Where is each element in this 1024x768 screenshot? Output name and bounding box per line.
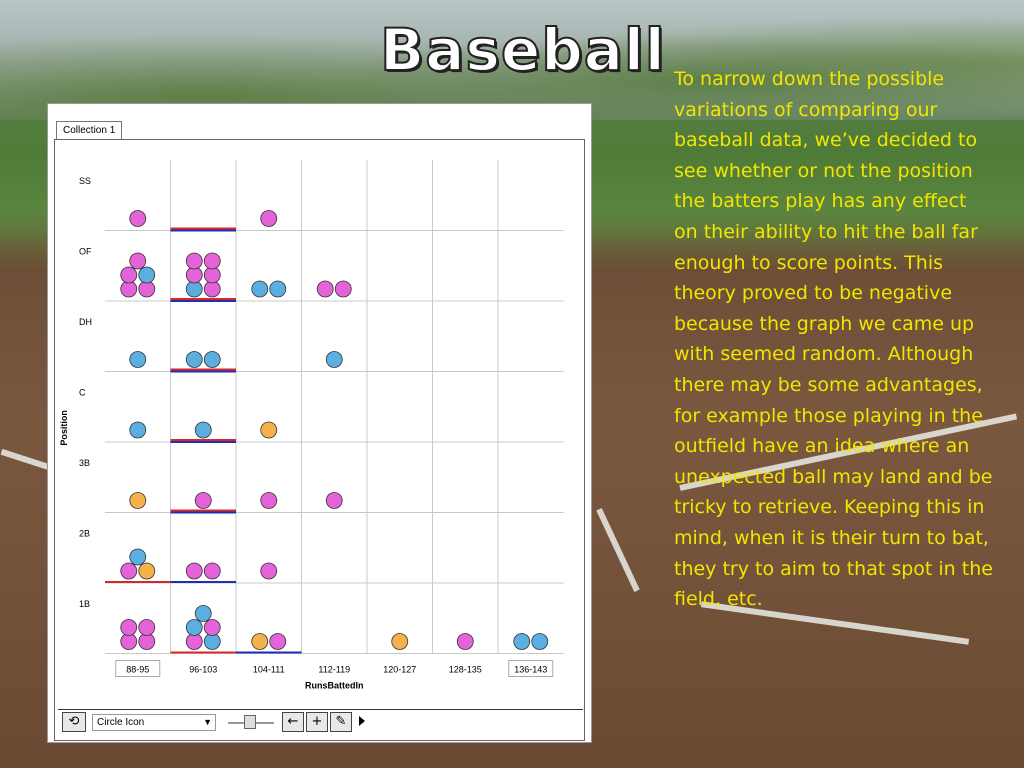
y-tick-label: OF [79, 247, 92, 257]
data-point [194, 605, 212, 622]
arrow-left-icon: ← [287, 714, 299, 729]
data-point [194, 421, 212, 439]
data-point [260, 421, 278, 439]
data-point [120, 619, 138, 636]
slide-title: Baseball [379, 15, 666, 85]
data-point [203, 562, 221, 580]
data-point [531, 633, 549, 650]
data-point [391, 633, 409, 650]
batters-box-line [596, 507, 640, 593]
rescale-icon: ⟲ [68, 714, 80, 729]
data-point [316, 280, 334, 298]
data-point [456, 633, 474, 650]
play-icon[interactable] [359, 716, 365, 726]
data-point [251, 633, 269, 650]
data-point [129, 351, 147, 368]
x-tick-label: 128-135 [449, 665, 482, 675]
rescale-button[interactable]: ⟲ [62, 712, 86, 732]
display-select[interactable]: Circle Icon ▼ [92, 714, 216, 731]
data-point [138, 266, 156, 284]
data-point [185, 252, 203, 270]
collection-tab[interactable]: Collection 1 [56, 121, 123, 140]
slide-description: To narrow down the possible variations o… [674, 68, 993, 611]
data-point [203, 351, 221, 368]
pencil-button[interactable]: ✎ [330, 712, 352, 732]
data-point [194, 492, 212, 509]
y-tick-label: 1B [79, 599, 90, 609]
graph-toolbar: ⟲ Circle Icon ▼ ← + ✎ [58, 709, 583, 736]
graph-frame: SS OF DH C 3B 2B 1B Position 88-95 96-103 104-111 1… [54, 139, 585, 741]
pencil-icon: ✎ [335, 714, 347, 729]
x-tick-label: 104-111 [253, 665, 285, 675]
data-point [138, 562, 156, 580]
data-point [251, 280, 269, 298]
data-point [120, 562, 138, 580]
data-point [185, 351, 203, 368]
data-point [138, 633, 156, 650]
data-point [120, 266, 138, 284]
data-point [325, 492, 343, 509]
data-point [325, 351, 343, 368]
data-point [203, 619, 221, 636]
data-point [269, 633, 287, 650]
data-point [129, 421, 147, 439]
data-point [129, 492, 147, 509]
x-tick-label: 136-143 [514, 665, 547, 675]
data-point [120, 633, 138, 650]
data-point [260, 562, 278, 580]
data-point [129, 548, 147, 566]
data-point [260, 210, 278, 227]
slider-thumb[interactable] [244, 715, 256, 729]
x-tick-label-box [115, 660, 161, 677]
data-point [203, 633, 221, 650]
move-button[interactable]: + [306, 712, 328, 732]
y-tick-label: 2B [79, 529, 90, 539]
x-tick-label: 112-119 [318, 665, 350, 675]
plus-icon: + [311, 714, 323, 729]
y-axis-label: Position [59, 410, 69, 446]
data-point [334, 280, 352, 298]
data-point [260, 492, 278, 509]
data-point [185, 633, 203, 650]
x-tick-label: 120-127 [383, 665, 416, 675]
x-tick-label-box [508, 660, 554, 677]
data-point [129, 210, 147, 227]
data-point [129, 252, 147, 270]
dot-plot: SS OF DH C 3B 2B 1B Position 88-95 96-103 104-111 1… [59, 160, 564, 691]
y-tick-label: DH [79, 317, 92, 327]
y-tick-label: SS [79, 176, 91, 186]
data-point [513, 633, 531, 650]
x-tick-label: 96-103 [189, 665, 217, 675]
fathom-graph-window: Collection 1 SS OF DH C 3B 2B 1B Position 88-95 9… [47, 103, 592, 743]
display-select-value: Circle Icon [97, 717, 145, 728]
x-tick-label: 88-95 [126, 665, 149, 675]
data-point [203, 252, 221, 270]
chevron-down-icon: ▼ [203, 717, 212, 727]
data-point [185, 619, 203, 636]
data-point [138, 619, 156, 636]
back-arrow-button[interactable]: ← [282, 712, 304, 732]
y-tick-label: C [79, 388, 86, 398]
data-point [185, 562, 203, 580]
y-tick-label: 3B [79, 458, 90, 468]
x-axis-label: RunsBattedIn [305, 681, 364, 691]
data-point [269, 280, 287, 298]
